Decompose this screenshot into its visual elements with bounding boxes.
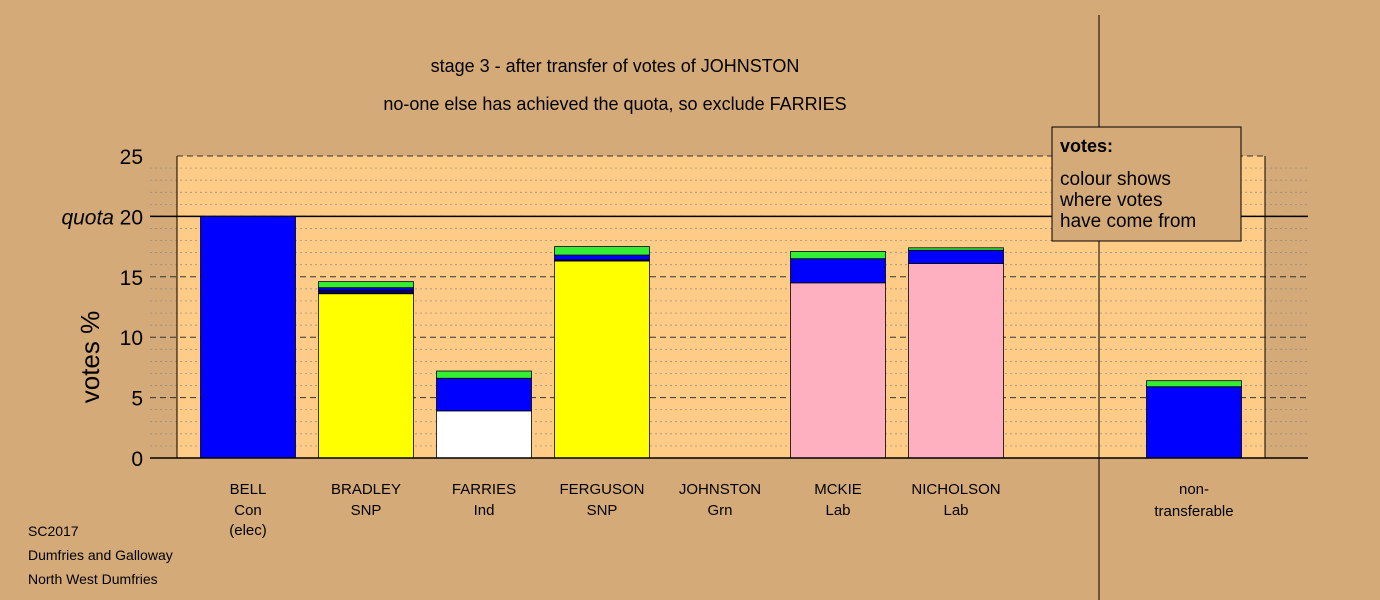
y-tick-label: 15 bbox=[120, 267, 143, 290]
nontransferable-label-2: transferable bbox=[1154, 503, 1233, 520]
y-tick-label: 5 bbox=[131, 388, 143, 411]
bar-segment bbox=[908, 249, 1004, 264]
bar-segment bbox=[554, 254, 650, 261]
chart-subtitle: no-one else has achieved the quota, so e… bbox=[383, 94, 846, 114]
bars bbox=[200, 215, 1242, 459]
y-tick-label: 20 bbox=[120, 206, 143, 229]
candidate-party: SNP bbox=[587, 502, 618, 519]
candidate-name: MCKIE bbox=[814, 481, 862, 498]
candidate-party: Ind bbox=[474, 502, 495, 519]
legend-title: votes: bbox=[1060, 136, 1113, 156]
bar-segment bbox=[790, 251, 886, 260]
legend-line-3: have come from bbox=[1060, 211, 1196, 232]
bar-segment bbox=[908, 247, 1004, 251]
bar-segment bbox=[436, 370, 532, 379]
bar-segment bbox=[790, 282, 886, 459]
legend-line-1: colour shows bbox=[1060, 169, 1171, 190]
candidate-party: SNP bbox=[351, 502, 382, 519]
bar-segment bbox=[790, 258, 886, 284]
candidate-note: (elec) bbox=[229, 522, 267, 539]
x-labels: BELL Con (elec) BRADLEY SNP FARRIES Ind FERGUSO… bbox=[229, 481, 1233, 539]
bar-segment bbox=[318, 281, 414, 289]
y-tick-label: 10 bbox=[120, 327, 143, 350]
bar-segment bbox=[318, 289, 414, 295]
y-tick-label: 25 bbox=[120, 146, 143, 169]
bar-segment bbox=[554, 246, 650, 256]
candidate-party: Lab bbox=[943, 502, 968, 519]
chart-title: stage 3 - after transfer of votes of JOH… bbox=[431, 56, 800, 76]
y-tick-label: 0 bbox=[131, 448, 143, 471]
footer-line-3: North West Dumfries bbox=[28, 571, 158, 587]
legend-line-2: where votes bbox=[1059, 190, 1162, 211]
quota-label: quota bbox=[61, 206, 114, 229]
bar-segment bbox=[436, 410, 532, 459]
candidate-name: BRADLEY bbox=[331, 481, 401, 498]
footer-line-1: SC2017 bbox=[28, 523, 79, 539]
y-axis: 0 5 10 15 20 25 quota bbox=[61, 146, 1308, 471]
candidate-party: Con bbox=[234, 502, 262, 519]
footer-line-2: Dumfries and Galloway bbox=[28, 547, 173, 563]
candidate-name: FARRIES bbox=[452, 481, 516, 498]
candidate-party: Lab bbox=[825, 502, 850, 519]
candidate-name: BELL bbox=[230, 481, 267, 498]
nontransferable-label-1: non- bbox=[1179, 481, 1209, 498]
bar-segment bbox=[318, 293, 414, 459]
candidate-name: FERGUSON bbox=[559, 481, 644, 498]
y-axis-label: votes % bbox=[75, 311, 105, 404]
legend-box: votes: colour shows where votes have com… bbox=[1051, 126, 1242, 242]
bar-segment bbox=[436, 377, 532, 412]
bar-segment bbox=[554, 260, 650, 459]
bar-segment bbox=[200, 215, 296, 459]
bar-segment bbox=[1146, 380, 1242, 388]
candidate-party: Grn bbox=[707, 502, 732, 519]
bar-segment bbox=[1146, 386, 1242, 459]
candidate-name: JOHNSTON bbox=[679, 481, 761, 498]
bar-segment bbox=[908, 263, 1004, 459]
candidate-name: NICHOLSON bbox=[911, 481, 1000, 498]
